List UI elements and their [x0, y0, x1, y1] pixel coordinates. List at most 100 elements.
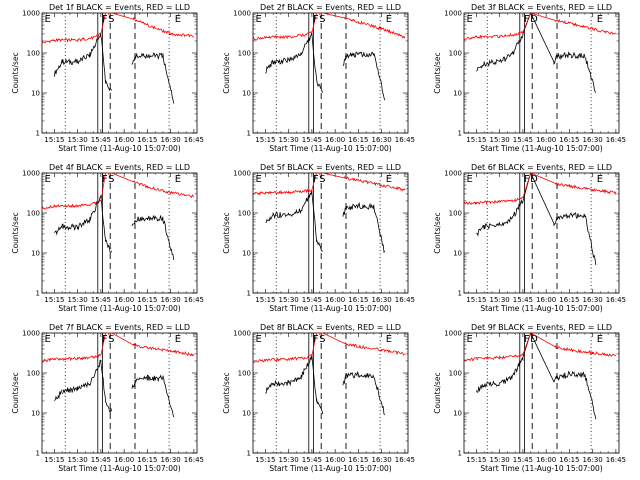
panel-title: Det 2f BLACK = Events, RED = LLD — [260, 3, 401, 12]
y-axis-label: Counts/sec — [433, 52, 442, 93]
x-tick-label: 15:45 — [91, 296, 111, 304]
interval-marker-label: E — [386, 14, 392, 25]
interval-marker-label: F — [102, 14, 108, 25]
x-tick-label: 15:15 — [466, 456, 486, 464]
y-tick-label: 10 — [31, 250, 40, 258]
interval-marker-label: F — [524, 14, 530, 25]
plot-frame — [463, 172, 620, 294]
panel-5: Det 5f BLACK = Events, RED = LLD 1 10 100 10… — [222, 163, 415, 313]
y-tick-label: 100 — [238, 50, 251, 58]
x-tick-label: 15:15 — [466, 296, 486, 304]
x-tick-label: 16:00 — [114, 136, 134, 144]
y-axis-label: Counts/sec — [433, 372, 442, 413]
y-tick-label: 1 — [247, 290, 251, 298]
y-tick-label: 100 — [449, 210, 462, 218]
y-tick-label: 10 — [453, 250, 462, 258]
x-tick-label: 15:30 — [279, 296, 299, 304]
x-tick-label: 16:30 — [372, 136, 392, 144]
x-tick-label: 15:45 — [91, 136, 111, 144]
series-lld-line — [252, 12, 406, 41]
series-events-line — [476, 11, 597, 94]
y-axis-label: Counts/sec — [11, 372, 20, 413]
x-tick-label: 16:00 — [536, 136, 556, 144]
panel-title: Det 7f BLACK = Events, RED = LLD — [49, 323, 190, 332]
x-tick-label: 16:30 — [372, 296, 392, 304]
x-tick-label: 15:45 — [513, 296, 533, 304]
x-tick-label: 15:30 — [68, 136, 88, 144]
series-lld-line — [463, 172, 617, 206]
series-events-line — [54, 33, 175, 104]
x-tick-label: 15:30 — [279, 136, 299, 144]
y-tick-label: 10 — [31, 410, 40, 418]
interval-marker-label: S — [108, 174, 114, 185]
y-tick-label: 1 — [36, 130, 40, 138]
interval-marker-label: F — [524, 334, 530, 345]
interval-marker-label: E — [386, 334, 392, 345]
x-tick-label: 16:15 — [348, 456, 368, 464]
panel-1: Det 1f BLACK = Events, RED = LLD 1 10 100 10… — [11, 3, 204, 153]
y-tick-label: 10 — [31, 90, 40, 98]
panel-title: Det 4f BLACK = Events, RED = LLD — [49, 163, 190, 172]
panel-8: Det 8f BLACK = Events, RED = LLD 1 10 100 10… — [222, 323, 415, 473]
x-tick-label: 16:15 — [348, 296, 368, 304]
y-tick-label: 100 — [238, 210, 251, 218]
x-tick-label: 16:45 — [395, 136, 415, 144]
y-tick-label: 1000 — [444, 10, 462, 18]
x-tick-label: 15:45 — [302, 296, 322, 304]
x-tick-label: 15:30 — [490, 136, 510, 144]
panel-title: Det 8f BLACK = Events, RED = LLD — [260, 323, 401, 332]
y-tick-label: 100 — [27, 370, 40, 378]
interval-marker-label: E — [175, 334, 181, 345]
x-axis-label: Start Time (11-Aug-10 15:07:00) — [480, 464, 602, 473]
x-tick-label: 16:30 — [161, 136, 181, 144]
x-tick-label: 16:00 — [325, 296, 345, 304]
y-tick-label: 100 — [449, 50, 462, 58]
interval-marker-label: D — [530, 174, 538, 185]
x-tick-label: 15:45 — [513, 456, 533, 464]
x-axis-label: Start Time (11-Aug-10 15:07:00) — [480, 144, 602, 153]
x-tick-label: 15:15 — [255, 136, 275, 144]
panel-3: Det 3f BLACK = Events, RED = LLD 1 10 100 10… — [433, 3, 626, 153]
series-events-line — [54, 195, 175, 260]
plot-frame — [41, 172, 198, 294]
x-tick-label: 15:30 — [279, 456, 299, 464]
x-tick-label: 16:45 — [606, 136, 626, 144]
x-tick-label: 16:30 — [583, 136, 603, 144]
interval-marker-label: E — [45, 174, 51, 185]
interval-marker-label: E — [467, 174, 473, 185]
x-tick-label: 15:15 — [255, 456, 275, 464]
interval-marker-label: E — [45, 14, 51, 25]
x-tick-label: 16:15 — [559, 296, 579, 304]
y-tick-label: 1000 — [233, 10, 251, 18]
series-lld-line — [41, 332, 195, 363]
x-tick-label: 15:45 — [302, 136, 322, 144]
y-axis-label: Counts/sec — [433, 212, 442, 253]
y-axis-label: Counts/sec — [11, 212, 20, 253]
series-lld-line — [41, 12, 194, 44]
interval-marker-label: E — [467, 334, 473, 345]
interval-marker-label: F — [313, 14, 319, 25]
series-lld-line — [463, 12, 616, 41]
y-tick-label: 1000 — [22, 170, 40, 178]
interval-marker-label: E — [256, 334, 262, 345]
x-axis-label: Start Time (11-Aug-10 15:07:00) — [58, 304, 180, 313]
x-tick-label: 16:30 — [372, 456, 392, 464]
y-axis-label: Counts/sec — [222, 372, 231, 413]
y-tick-label: 1 — [458, 290, 462, 298]
y-tick-label: 1000 — [444, 330, 462, 338]
x-tick-label: 15:45 — [91, 456, 111, 464]
interval-marker-label: F — [524, 174, 530, 185]
y-tick-label: 100 — [27, 50, 40, 58]
series-events-line — [265, 354, 386, 416]
series-events-line — [265, 190, 386, 254]
x-tick-label: 16:30 — [583, 296, 603, 304]
panel-title: Det 1f BLACK = Events, RED = LLD — [49, 3, 190, 12]
x-tick-label: 16:15 — [137, 136, 157, 144]
x-tick-label: 16:30 — [583, 456, 603, 464]
x-tick-label: 16:45 — [606, 296, 626, 304]
panel-title: Det 5f BLACK = Events, RED = LLD — [260, 163, 401, 172]
x-tick-label: 16:45 — [184, 456, 204, 464]
panel-7: Det 7f BLACK = Events, RED = LLD 1 10 100 10… — [11, 323, 204, 473]
x-axis-label: Start Time (11-Aug-10 15:07:00) — [269, 464, 391, 473]
